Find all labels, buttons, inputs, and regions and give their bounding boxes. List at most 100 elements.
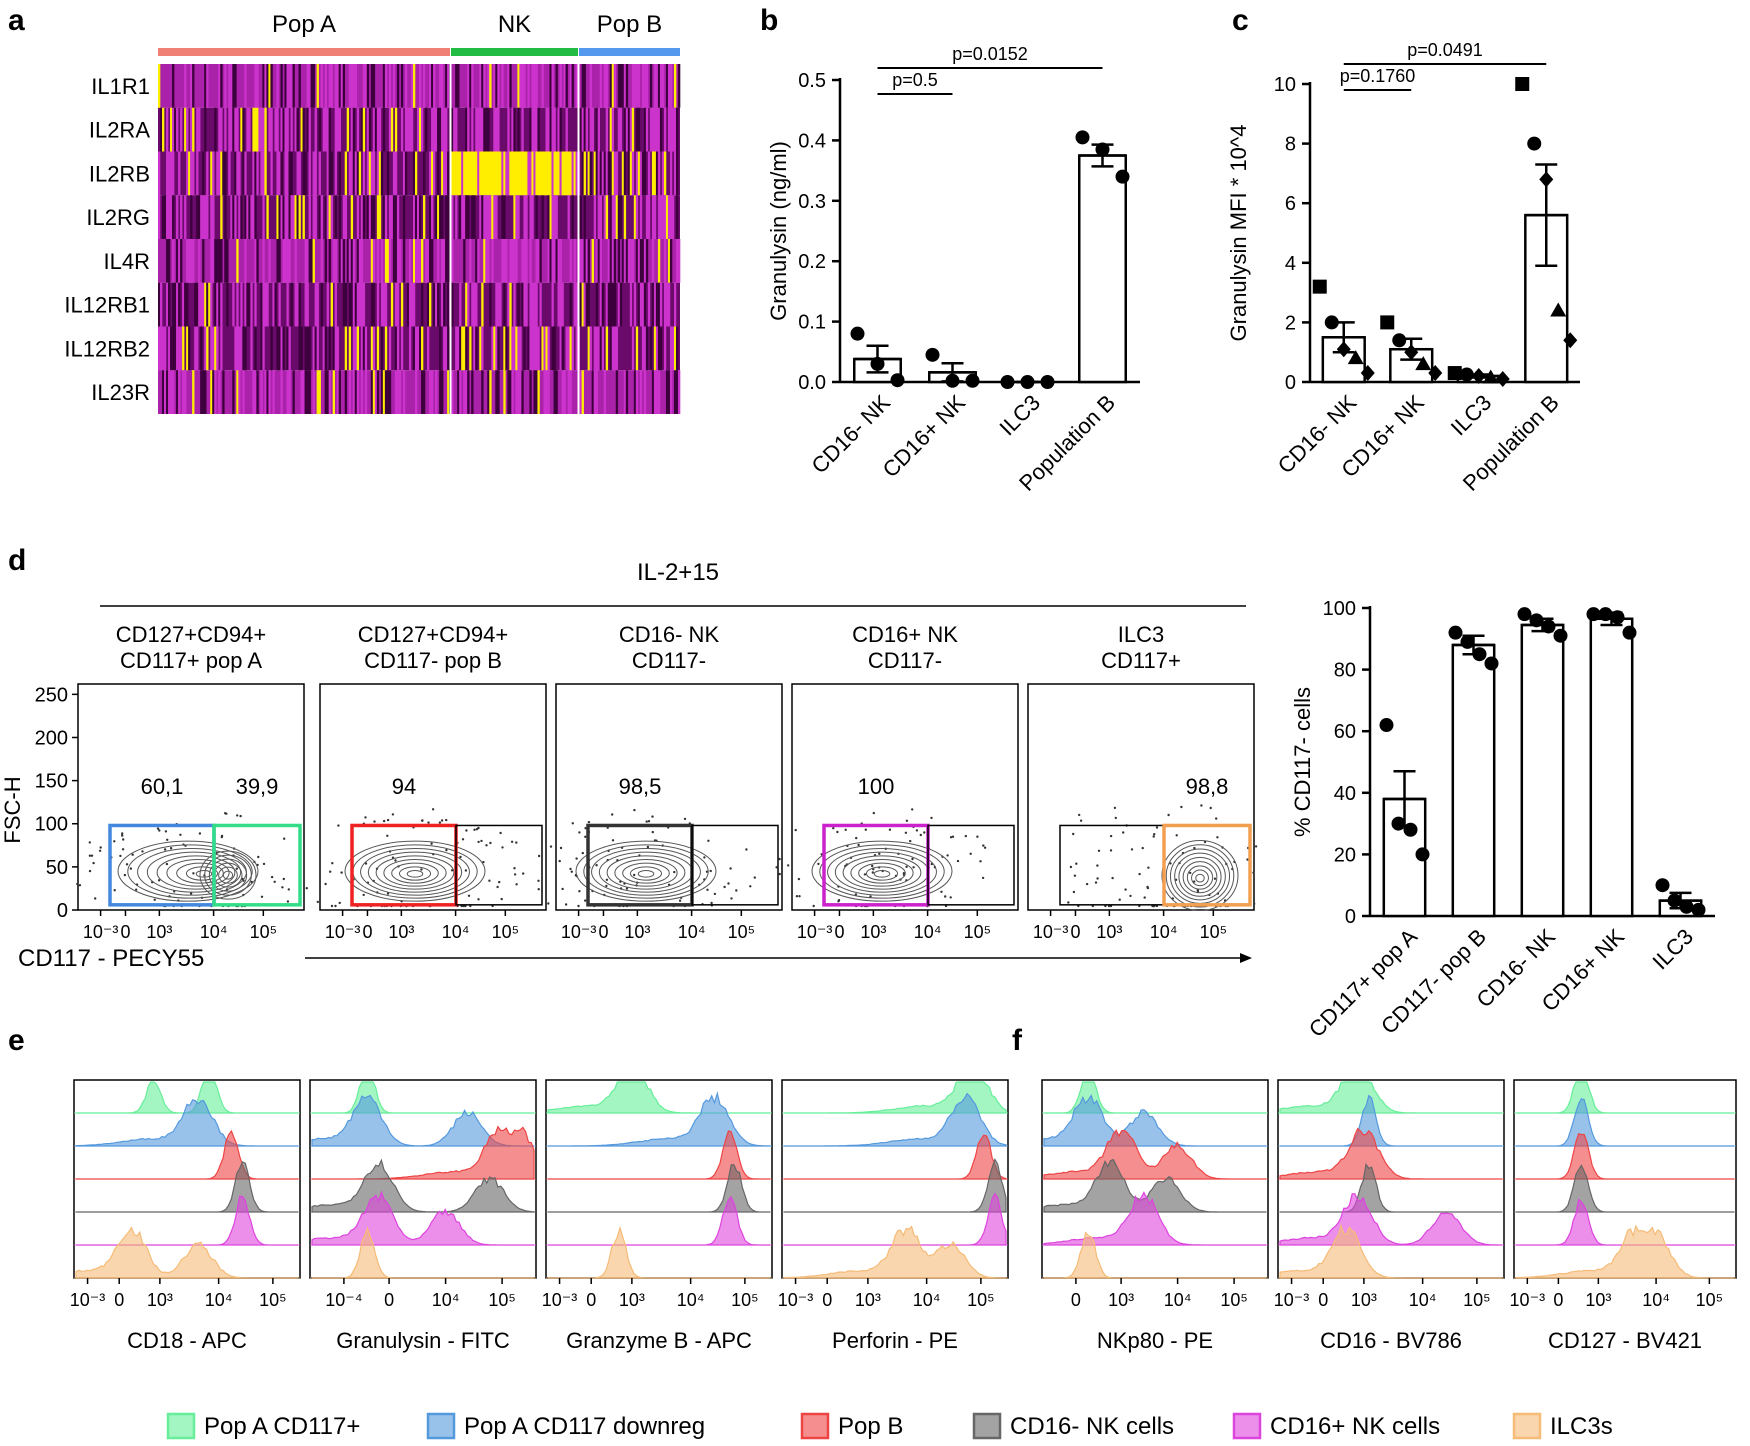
heatmap-cell — [416, 326, 420, 371]
heatmap-cell — [537, 151, 540, 196]
heatmap-cell — [338, 239, 341, 283]
event-dot — [1073, 874, 1077, 877]
event-dot — [729, 867, 732, 870]
heatmap-cell — [320, 64, 323, 108]
heatmap-cell — [567, 370, 570, 414]
heatmap-cell — [663, 282, 667, 327]
heatmap-cell — [613, 195, 617, 239]
heatmap-cell — [511, 151, 514, 196]
heatmap-cell — [168, 151, 171, 196]
density-contours — [117, 840, 259, 902]
heatmap-cell — [613, 326, 617, 371]
heatmap-cell — [286, 370, 289, 414]
heatmap-cell — [308, 107, 311, 152]
heatmap-cell — [609, 195, 613, 239]
heatmap-cell — [419, 64, 422, 108]
heatmap-cell — [272, 370, 275, 414]
heatmap-cell — [298, 282, 301, 327]
heatmap-cell — [583, 107, 586, 152]
heatmap-cell — [316, 282, 319, 327]
heatmap-cell — [495, 151, 498, 196]
heatmap-cell — [647, 195, 651, 239]
event-dot — [501, 846, 504, 849]
heatmap-cell — [595, 107, 598, 152]
event-dot — [260, 895, 264, 898]
heatmap-cell — [645, 326, 649, 371]
heatmap-cell — [394, 195, 398, 239]
event-dot — [88, 841, 92, 844]
data-point — [850, 326, 865, 341]
heatmap-cell — [615, 151, 619, 196]
heatmap-cell — [419, 239, 422, 283]
data-point — [1482, 369, 1499, 384]
heatmap-cell — [429, 195, 432, 239]
x-tick-label: 10⁵ — [1200, 922, 1227, 942]
heatmap-cell — [166, 370, 169, 414]
heatmap-cell — [216, 326, 219, 371]
heatmap-cell — [665, 282, 669, 327]
heatmap-cell — [491, 326, 494, 371]
heatmap-cell — [396, 64, 400, 108]
heatmap-cell — [208, 282, 211, 327]
heatmap-cell — [276, 107, 279, 152]
heatmap-cell — [412, 282, 416, 327]
heatmap-cell — [501, 239, 504, 283]
heatmap-cell — [495, 195, 498, 239]
heatmap-cell — [535, 64, 538, 108]
heatmap-cell — [677, 370, 681, 414]
heatmap-cell — [571, 326, 574, 371]
heatmap-cell — [439, 195, 442, 239]
x-tick-label: 10³ — [388, 922, 414, 942]
contour — [827, 848, 937, 896]
event-dot — [179, 833, 182, 836]
heatmap-cell — [382, 107, 386, 152]
heatmap-cell — [465, 195, 468, 239]
heatmap-cell — [240, 107, 243, 152]
heatmap-cell — [573, 151, 576, 196]
heatmap-cell — [561, 151, 564, 196]
heatmap-cell — [597, 239, 600, 283]
heatmap-cell — [573, 282, 576, 327]
heatmap-cell — [507, 107, 510, 152]
heatmap-cell — [276, 64, 279, 108]
heatmap-cell — [174, 326, 177, 371]
heatmap-cell — [416, 195, 420, 239]
event-dot — [283, 837, 286, 840]
heatmap-cell — [627, 107, 631, 152]
heatmap-cell — [673, 151, 677, 196]
event-dot — [158, 829, 161, 832]
heatmap-cell — [465, 282, 468, 327]
event-dot — [1209, 806, 1212, 810]
event-dot — [88, 854, 92, 857]
data-point — [1379, 718, 1394, 733]
data-point — [1484, 656, 1499, 671]
heatmap-cell — [507, 64, 510, 108]
heatmap-cell — [555, 239, 558, 283]
heatmap-cell — [212, 370, 215, 414]
heatmap-cell — [459, 370, 462, 414]
heatmap-cell — [364, 370, 368, 414]
heatmap-cell — [348, 64, 352, 108]
heatmap-cell — [471, 370, 474, 414]
heatmap-cell — [198, 282, 201, 327]
heatmap-cell — [354, 151, 358, 196]
x-tick-label: 10³ — [1585, 1290, 1611, 1310]
heatmap-cell — [244, 151, 247, 196]
heatmap-cell — [525, 239, 528, 283]
heatmap-cell — [232, 107, 235, 152]
event-dot — [969, 852, 972, 855]
heatmap-cell — [583, 64, 586, 108]
event-dot — [547, 902, 550, 905]
heatmap-cell — [441, 107, 444, 152]
heatmap-cell — [451, 370, 454, 414]
contour — [391, 862, 439, 884]
heatmap-cell — [555, 151, 558, 196]
heatmap-cell — [334, 107, 337, 152]
heatmap-cell — [647, 151, 651, 196]
heatmap-cell — [210, 195, 213, 239]
heatmap-cell — [541, 326, 544, 371]
heatmap-cell — [284, 151, 287, 196]
heatmap-cell — [388, 326, 392, 371]
heatmap-cell — [605, 195, 609, 239]
heatmap-cell — [535, 239, 538, 283]
